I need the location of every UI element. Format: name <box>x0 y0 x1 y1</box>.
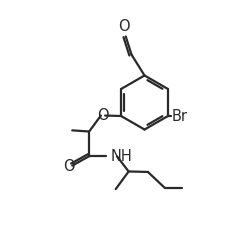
Text: O: O <box>118 19 130 34</box>
Text: O: O <box>63 159 74 174</box>
Text: O: O <box>97 108 109 123</box>
Text: Br: Br <box>172 109 188 123</box>
Text: NH: NH <box>110 149 132 164</box>
